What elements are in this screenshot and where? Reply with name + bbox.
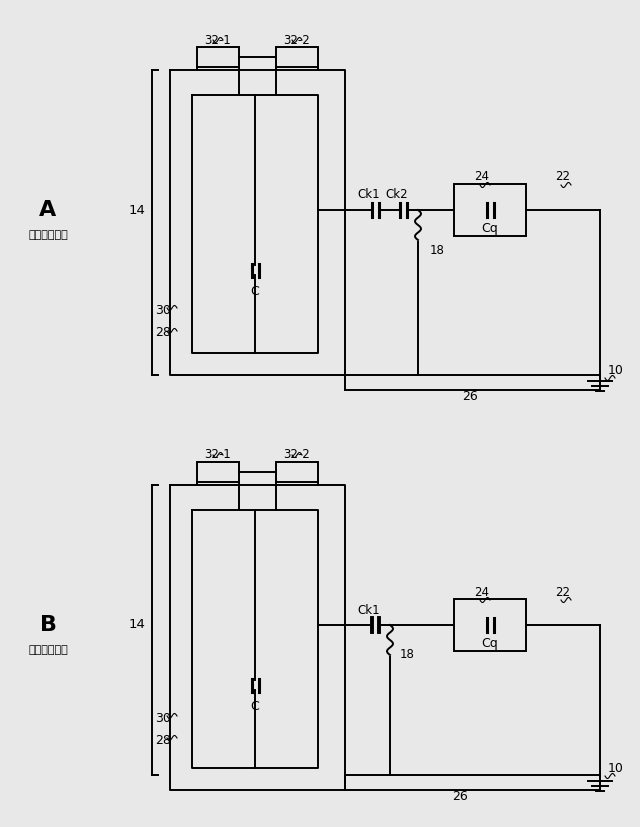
Bar [276, 47, 318, 67]
Text: Cq: Cq [482, 222, 499, 235]
Text: B: B [40, 615, 56, 635]
Text: Ck1: Ck1 [358, 604, 380, 616]
Text: A: A [40, 200, 56, 220]
Text: 32-1: 32-1 [205, 448, 232, 461]
Text: 26: 26 [452, 790, 468, 803]
Text: 32-2: 32-2 [284, 34, 310, 46]
Bar [197, 47, 239, 67]
Text: 32-2: 32-2 [284, 448, 310, 461]
Bar [454, 599, 526, 651]
Text: 26: 26 [462, 390, 478, 403]
Text: 18: 18 [430, 243, 445, 256]
Text: 22: 22 [556, 170, 570, 184]
Text: 28: 28 [155, 734, 171, 747]
Text: 30: 30 [155, 304, 171, 317]
Text: 28: 28 [155, 327, 171, 340]
Text: Cq: Cq [482, 637, 499, 650]
Text: ［実施例２］: ［実施例２］ [28, 230, 68, 240]
Text: 18: 18 [400, 648, 415, 662]
Bar [197, 462, 239, 482]
Text: 10: 10 [608, 364, 624, 376]
Text: 14: 14 [128, 203, 145, 217]
Text: 30: 30 [155, 711, 171, 724]
Text: C: C [251, 700, 259, 713]
Bar [454, 184, 526, 236]
Text: ［実施例３］: ［実施例３］ [28, 645, 68, 655]
Text: 10: 10 [608, 762, 624, 775]
Text: C: C [251, 285, 259, 298]
Text: 22: 22 [556, 586, 570, 599]
Text: Ck2: Ck2 [386, 189, 408, 202]
Text: Ck1: Ck1 [358, 189, 380, 202]
Text: 14: 14 [128, 619, 145, 632]
Text: 24: 24 [474, 170, 490, 184]
Text: 24: 24 [474, 586, 490, 599]
Text: 32-1: 32-1 [205, 34, 232, 46]
Bar [276, 462, 318, 482]
